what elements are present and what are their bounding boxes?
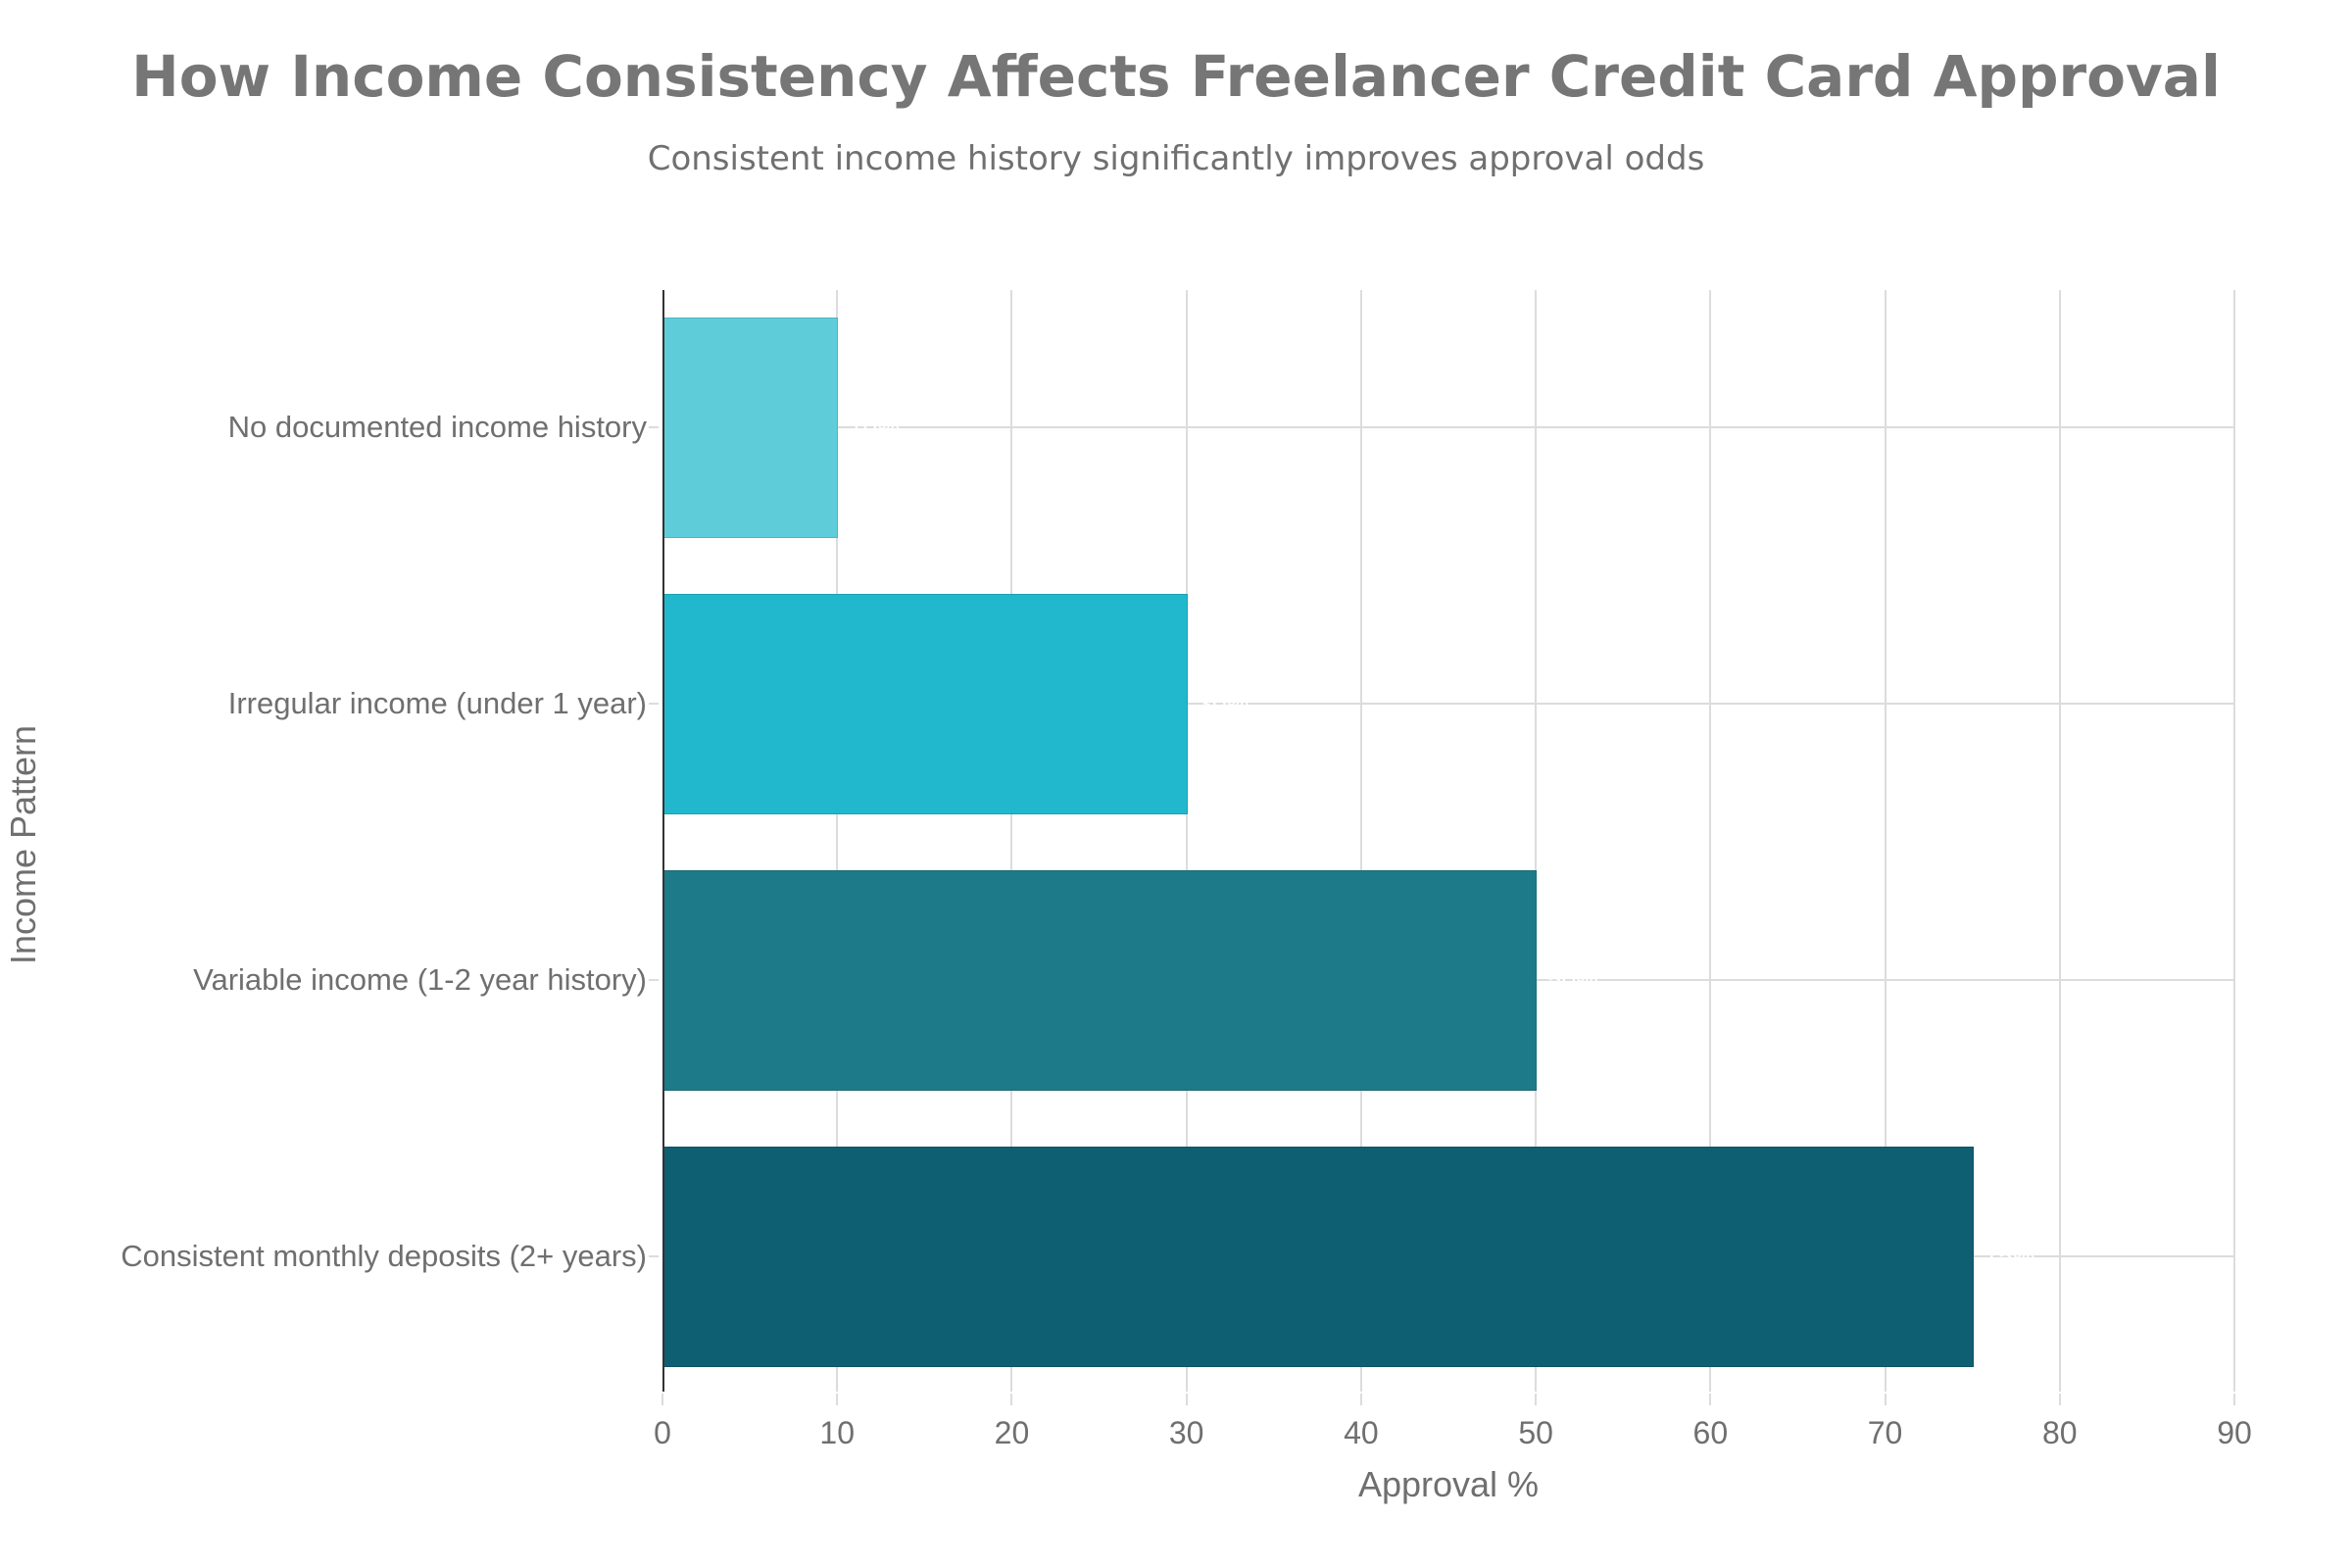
x-gridline [1185,290,1188,1392]
bar[interactable] [663,869,1538,1091]
x-gridline [1359,290,1362,1392]
x-tick [1884,1394,1886,1405]
plot-area: 10% 30% 50% 75% [662,290,2235,1392]
bar[interactable] [663,593,1188,814]
x-tick-label: 30 [1168,1415,1204,1450]
y-category-label: No documented income history [227,410,647,444]
y-tick [649,426,659,428]
x-gridline [2233,290,2235,1392]
y-axis-line [662,290,664,1392]
y-gridline [662,703,2234,705]
x-gridline [1884,290,1886,1392]
x-gridline [836,290,839,1392]
x-gridline [1010,290,1013,1392]
y-category-label: Consistent monthly deposits (2+ years) [121,1239,647,1273]
x-tick-label: 10 [819,1415,856,1450]
x-tick-label: 70 [1867,1415,1903,1450]
chart-title: How Income Consistency Affects Freelance… [131,43,2221,110]
x-tick [1535,1394,1538,1405]
y-gridline [662,426,2234,428]
y-tick [649,703,659,705]
x-tick-label: 50 [1518,1415,1553,1450]
x-gridline [2058,290,2061,1392]
bar-value-label: 30% [1198,688,1250,718]
y-category-label: Variable income (1-2 year history) [193,962,647,997]
x-tick [2058,1394,2061,1405]
bar[interactable] [663,317,839,538]
bar-value-label: 75% [1984,1241,2035,1271]
x-gridline [1535,290,1538,1392]
y-axis-title: Income Pattern [3,724,43,965]
x-tick-label: 90 [2217,1415,2252,1450]
y-category-label: Irregular income (under 1 year) [227,686,647,720]
x-tick [662,1394,663,1405]
x-tick-label: 0 [654,1415,671,1450]
x-tick [1010,1394,1013,1405]
x-gridline [1709,290,1712,1392]
bar-value-label: 10% [849,412,901,442]
x-tick [1359,1394,1362,1405]
x-tick [1185,1394,1188,1405]
x-tick-label: 60 [1692,1415,1729,1450]
bar[interactable] [663,1146,1974,1367]
y-tick [649,1255,659,1257]
x-tick [836,1394,839,1405]
x-tick-label: 20 [994,1415,1030,1450]
x-tick [2233,1394,2235,1405]
x-tick-label: 80 [2041,1415,2078,1450]
y-tick [649,979,659,981]
x-axis-title: Approval % [1357,1464,1540,1504]
x-tick [1709,1394,1712,1405]
x-tick-label: 40 [1344,1415,1379,1450]
bar-value-label: 50% [1547,964,1599,995]
chart-subtitle: Consistent income history significantly … [647,139,1705,178]
